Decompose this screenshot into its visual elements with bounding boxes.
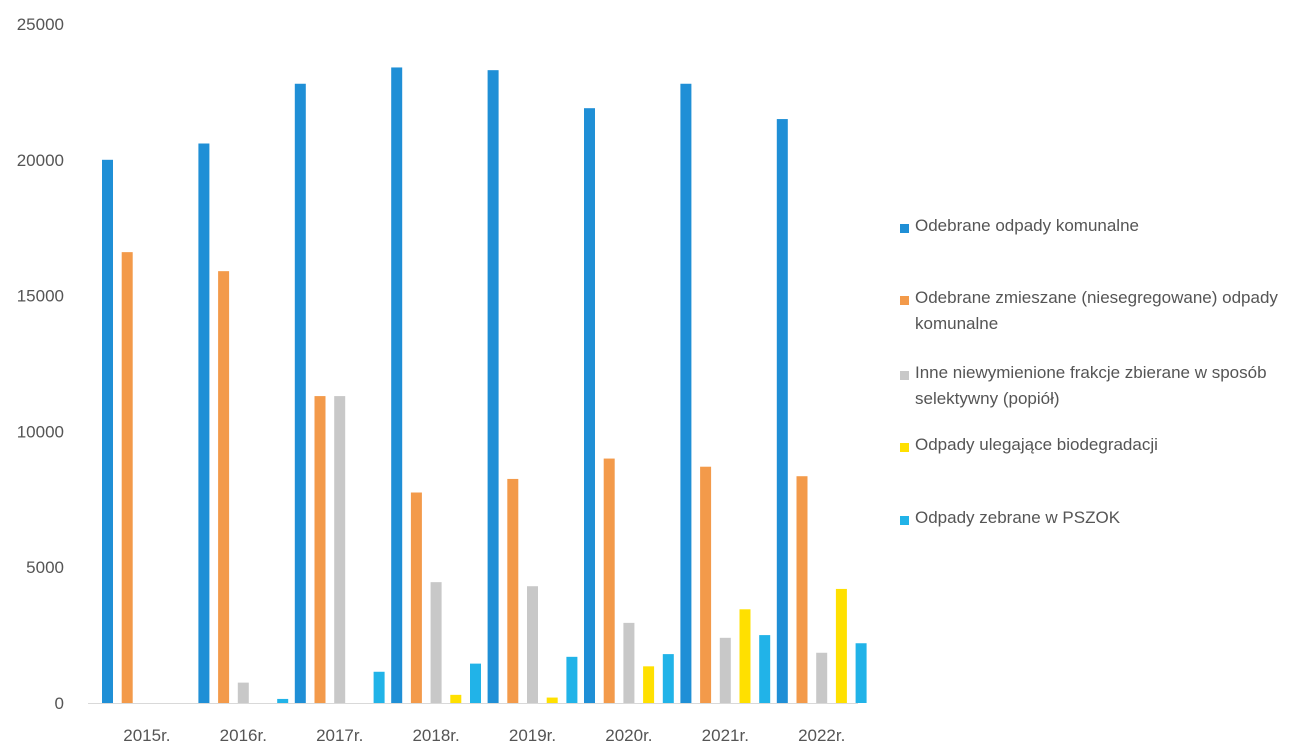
legend-swatch bbox=[900, 516, 909, 525]
bar bbox=[237, 682, 249, 703]
x-tick-label: 2015r. bbox=[123, 726, 170, 745]
bar bbox=[759, 635, 771, 703]
bar bbox=[430, 582, 442, 703]
bar bbox=[314, 396, 326, 703]
bar bbox=[719, 637, 731, 703]
bar bbox=[470, 663, 481, 703]
legend-label: Odebrane odpady komunalne bbox=[915, 216, 1139, 235]
bar bbox=[662, 654, 674, 703]
legend-item: Odpady zebrane w PSZOK bbox=[900, 508, 1285, 531]
bar bbox=[835, 588, 847, 703]
bars bbox=[102, 67, 867, 704]
legend-item: Inne niewymienione frakcje zbierane w sp… bbox=[900, 363, 1285, 412]
y-tick-label: 25000 bbox=[17, 15, 64, 34]
bar bbox=[796, 476, 808, 703]
x-axis: 2015r. 2016r. 2017r. 2018r. 2019r. 2020r. 2021… bbox=[88, 703, 858, 745]
y-tick-label: 20000 bbox=[17, 151, 64, 170]
legend-swatch bbox=[900, 443, 909, 452]
y-tick-label: 10000 bbox=[17, 422, 64, 441]
y-tick-label: 15000 bbox=[17, 287, 64, 306]
bar bbox=[855, 643, 867, 703]
bar bbox=[391, 67, 403, 704]
bar bbox=[294, 83, 306, 703]
bar bbox=[373, 671, 385, 703]
bar bbox=[603, 458, 615, 703]
x-tick-label: 2019r. bbox=[509, 726, 556, 745]
bar bbox=[680, 83, 692, 703]
bar bbox=[277, 698, 289, 703]
x-tick-label: 2018r. bbox=[412, 726, 459, 745]
bar bbox=[218, 271, 230, 703]
bar bbox=[643, 666, 655, 703]
bar bbox=[121, 252, 133, 704]
bar bbox=[566, 656, 578, 703]
legend-label: Inne niewymienione frakcje zbierane w sp… bbox=[915, 363, 1267, 408]
y-tick-label: 0 bbox=[55, 694, 64, 713]
bar bbox=[102, 159, 113, 704]
bar bbox=[410, 492, 422, 703]
x-tick-label: 2021r. bbox=[702, 726, 749, 745]
bar bbox=[487, 70, 499, 703]
x-tick-label: 2016r. bbox=[220, 726, 267, 745]
bar bbox=[507, 478, 519, 703]
bar bbox=[623, 622, 635, 703]
y-axis: 0 5000 10000 15000 20000 25000 bbox=[17, 15, 64, 713]
bar bbox=[334, 396, 346, 703]
legend-item: Odebrane zmieszane (niesegregowane) odpa… bbox=[900, 288, 1285, 337]
bar bbox=[700, 466, 712, 703]
bar bbox=[198, 143, 210, 703]
x-tick-label: 2022r. bbox=[798, 726, 845, 745]
bar bbox=[450, 694, 462, 703]
legend-swatch bbox=[900, 371, 909, 380]
bar bbox=[739, 609, 751, 703]
legend-label: Odpady ulegające biodegradacji bbox=[915, 435, 1158, 454]
legend-swatch bbox=[900, 296, 909, 305]
x-tick-label: 2020r. bbox=[605, 726, 652, 745]
bar bbox=[546, 697, 558, 703]
legend-item: Odebrane odpady komunalne bbox=[900, 216, 1285, 239]
legend-label: Odpady zebrane w PSZOK bbox=[915, 508, 1121, 527]
bar bbox=[584, 108, 595, 704]
y-tick-label: 5000 bbox=[26, 558, 64, 577]
bar bbox=[527, 586, 538, 703]
legend-item: Odpady ulegające biodegradacji bbox=[900, 435, 1285, 458]
legend-swatch bbox=[900, 224, 909, 233]
bar bbox=[776, 119, 788, 703]
legend-label: Odebrane zmieszane (niesegregowane) odpa… bbox=[915, 288, 1278, 333]
bar bbox=[816, 652, 828, 703]
x-tick-label: 2017r. bbox=[316, 726, 363, 745]
